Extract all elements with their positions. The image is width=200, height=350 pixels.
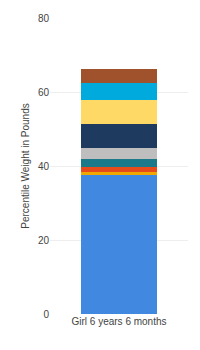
svg-text:0: 0: [43, 309, 49, 320]
svg-text:80: 80: [38, 13, 50, 24]
svg-text:Girl 6 years 6 months: Girl 6 years 6 months: [71, 316, 166, 327]
svg-text:60: 60: [38, 87, 50, 98]
svg-text:20: 20: [38, 235, 50, 246]
svg-text:40: 40: [38, 161, 50, 172]
svg-text:Percentile Weight in Pounds: Percentile Weight in Pounds: [20, 103, 31, 228]
